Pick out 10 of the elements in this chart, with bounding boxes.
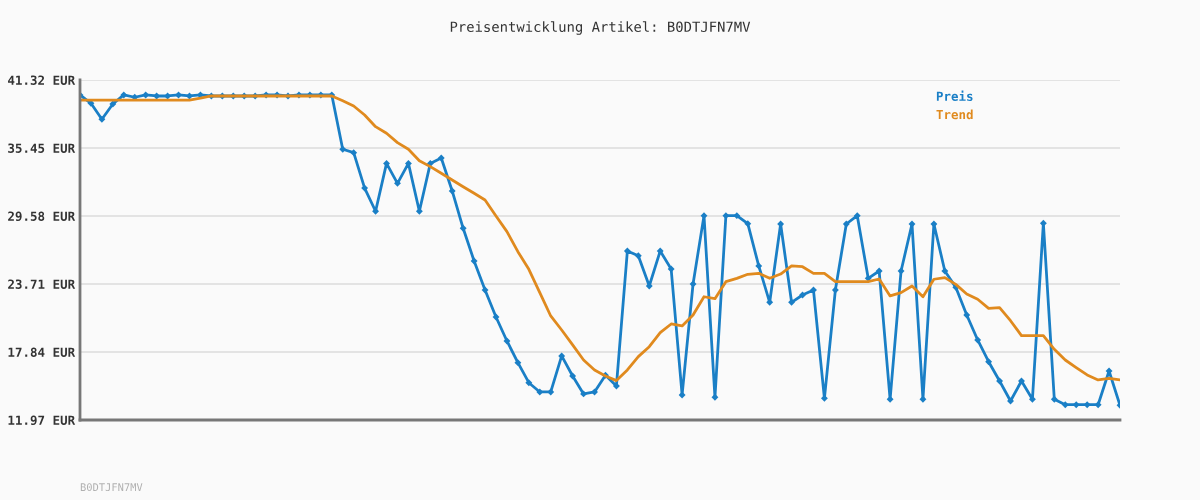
y-tick-label: 17.84 EUR [8,347,76,357]
text: Preis [936,90,973,101]
text: Trend [936,109,973,120]
y-tick-label: 35.45 EUR [8,143,76,153]
text: B0DTJFN7MV [80,483,143,492]
y-tick-label: 11.97 EUR [8,415,76,425]
chart-title: Preisentwicklung Artikel: B0DTJFN7MV [450,21,751,35]
y-tick-label: 23.71 EUR [8,279,76,289]
y-tick-label: 29.58 EUR [8,211,76,221]
y-tick-label: 41.32 EUR [8,75,76,85]
